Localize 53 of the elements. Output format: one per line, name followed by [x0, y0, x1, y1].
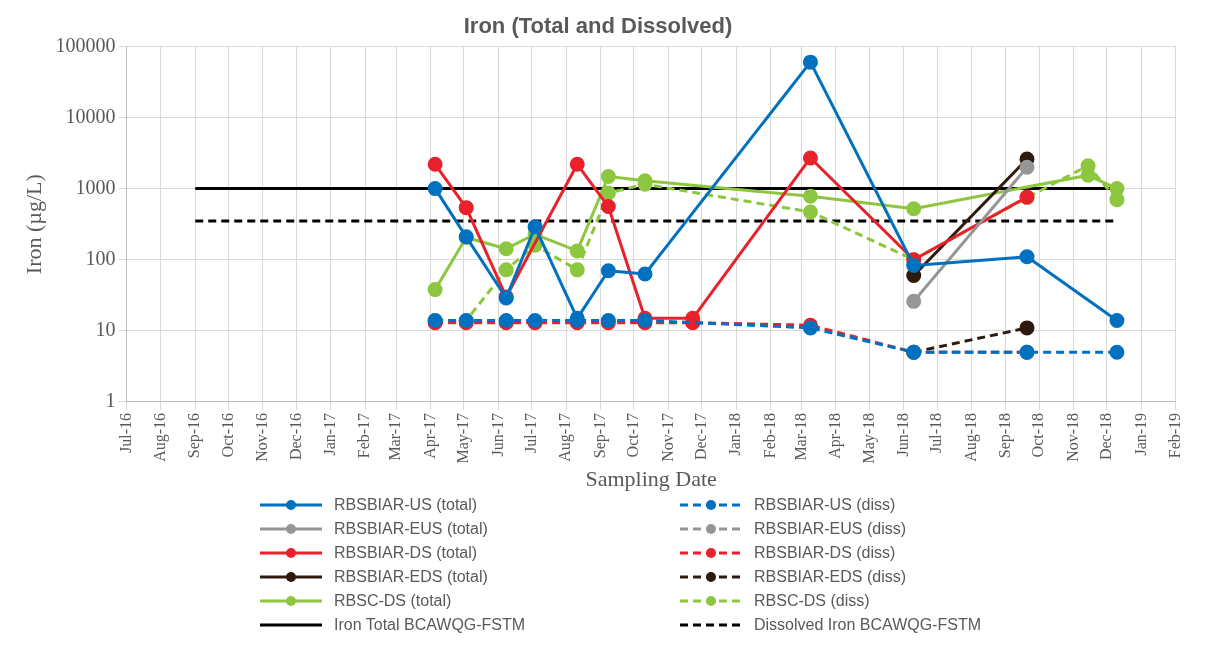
y-tick-label: 100 [85, 246, 116, 269]
x-tick-label: Nov-18 [1063, 412, 1081, 462]
legend-label: RBSBIAR-DS (diss) [754, 544, 896, 562]
y-tick-label: 1 [105, 389, 116, 412]
x-tick-label: Feb-17 [355, 412, 373, 459]
x-tick-label: Jan-18 [726, 412, 744, 456]
y-tick-label: 100000 [55, 33, 116, 56]
x-tick-label: Aug-18 [961, 412, 980, 462]
x-tick-label: Jan-19 [1131, 412, 1149, 456]
x-tick-label: Jan-17 [320, 412, 338, 456]
x-tick-label: Feb-19 [1166, 412, 1183, 459]
x-tick-label: May-17 [454, 412, 473, 464]
x-tick-label: Jun-18 [893, 412, 911, 457]
x-tick-label: Jun-17 [488, 412, 506, 457]
legend-label: RBSBIAR-US (total) [334, 496, 478, 514]
x-tick-label: Mar-18 [791, 412, 809, 461]
legend-label: RBSC-DS (diss) [754, 592, 870, 610]
legend-label: RBSBIAR-EDS (diss) [754, 568, 907, 586]
legend-label: RBSBIAR-EDS (total) [334, 568, 488, 586]
y-axis-title: Iron (µg/L) [20, 174, 46, 275]
y-tick-label: 1000 [75, 175, 116, 198]
x-tick-label: Apr-18 [826, 412, 845, 459]
x-tick-label: Mar-17 [386, 412, 404, 461]
legend-label: RBSC-DS (total) [334, 592, 452, 610]
legend-label: Dissolved Iron BCAWQG-FSTM [754, 616, 981, 634]
y-tick-label: 10000 [65, 104, 116, 127]
legend-label: RBSBIAR-EUS (diss) [754, 520, 907, 538]
x-tick-label: Aug-16 [151, 412, 170, 462]
legend-label: RBSBIAR-US (diss) [754, 496, 896, 514]
x-tick-label: Aug-17 [556, 412, 575, 462]
x-tick-label: Dec-17 [691, 412, 709, 461]
legend-label: RBSBIAR-EUS (total) [334, 520, 488, 538]
x-tick-label: Jul-18 [927, 412, 945, 453]
x-tick-label: Oct-17 [624, 412, 642, 458]
x-axis-title: Sampling Date [585, 465, 717, 491]
x-tick-label: Sep-16 [185, 412, 204, 459]
x-tick-label: Oct-16 [218, 412, 236, 458]
x-tick-label: Nov-17 [658, 412, 676, 462]
x-tick-label: Dec-16 [286, 412, 304, 461]
x-tick-label: Oct-18 [1029, 412, 1047, 458]
x-tick-label: Nov-16 [253, 412, 271, 462]
x-tick-label: Jul-17 [521, 412, 539, 453]
x-tick-label: Sep-17 [590, 412, 609, 459]
x-tick-label: Jul-16 [116, 412, 134, 453]
y-tick-label: 10 [95, 318, 116, 341]
legend-label: Iron Total BCAWQG-FSTM [334, 616, 526, 634]
x-tick-label: Sep-18 [996, 412, 1015, 459]
x-tick-label: Feb-18 [760, 412, 778, 459]
chart-title: Iron (Total and Dissolved) [463, 13, 733, 39]
legend-label: RBSBIAR-DS (total) [334, 544, 478, 562]
x-tick-label: Apr-17 [420, 412, 439, 459]
x-tick-label: Dec-18 [1097, 412, 1115, 461]
x-tick-label: May-18 [859, 412, 878, 464]
